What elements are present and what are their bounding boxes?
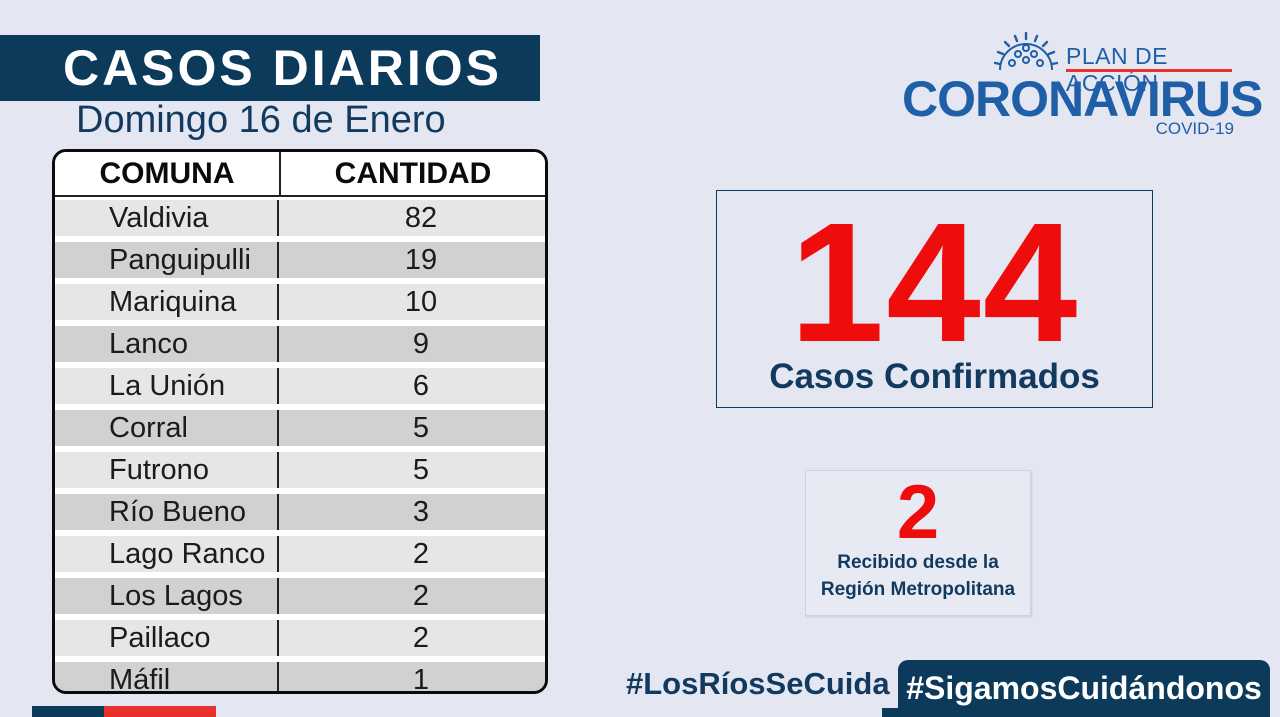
cantidad-cell: 5	[279, 410, 545, 446]
total-cases-box: 144	[716, 190, 1153, 408]
logo-main-text: CORONAVIRUS	[902, 71, 1263, 127]
comuna-cell: Futrono	[55, 452, 279, 488]
comuna-cell: Lanco	[55, 326, 279, 362]
cantidad-cell: 10	[279, 284, 545, 320]
logo-plan-text: PLAN DE ACCIÓN	[1066, 43, 1168, 96]
rm-label-line1: Recibido desde la	[837, 552, 999, 573]
cantidad-cell: 3	[279, 494, 545, 530]
rm-label-line2: Región Metropolitana	[820, 579, 1016, 600]
decorative-stripe	[32, 706, 216, 717]
table-row: Panguipulli 19	[55, 239, 545, 281]
total-cases-label: Casos Confirmados	[769, 357, 1100, 396]
cantidad-cell: 82	[279, 200, 545, 236]
table-row: Corral 5	[55, 407, 545, 449]
column-header-comuna: COMUNA	[55, 152, 281, 195]
table-row: Paillaco 2	[55, 617, 545, 659]
comuna-cell: Los Lagos	[55, 578, 279, 614]
cases-table: COMUNA CANTIDAD Valdivia 82 Panguipulli 19 M…	[52, 149, 548, 694]
hashtag-sigamos: #SigamosCuidándonos	[898, 660, 1270, 717]
comuna-cell: La Unión	[55, 368, 279, 404]
table-row: La Unión 6	[55, 365, 545, 407]
table-row: Río Bueno 3	[55, 491, 545, 533]
column-header-cantidad: CANTIDAD	[334, 156, 492, 190]
cantidad-cell: 2	[279, 620, 545, 656]
logo-underline	[1066, 69, 1232, 72]
table-row: Lanco 9	[55, 323, 545, 365]
comuna-cell: Valdivia	[55, 200, 279, 236]
table-row: Los Lagos 2	[55, 575, 545, 617]
table-row: Futrono 5	[55, 449, 545, 491]
cantidad-cell: 2	[279, 578, 545, 614]
table-header: COMUNA CANTIDAD	[55, 152, 545, 197]
logo-covid-text: COVID-19	[1155, 119, 1234, 138]
cantidad-cell: 2	[279, 536, 545, 572]
date-subtitle: Domingo 16 de Enero	[76, 99, 446, 141]
comuna-cell: Río Bueno	[55, 494, 279, 530]
page-title: CASOS DIARIOS	[62, 40, 503, 96]
rm-cases-box: 2 Recibido desde la Región Metropolitana	[805, 470, 1031, 616]
hashtag-tab-tail	[882, 708, 912, 717]
comuna-cell: Lago Ranco	[55, 536, 279, 572]
rm-cases-number: 2	[896, 470, 940, 555]
cantidad-cell: 1	[279, 662, 545, 691]
total-cases-number: 144	[789, 188, 1080, 378]
table-row: Lago Ranco 2	[55, 533, 545, 575]
coronavirus-logo: PLAN DE ACCIÓN CORONAVIRUS COVID-19	[900, 32, 1263, 140]
table-body: Valdivia 82 Panguipulli 19 Mariquina 10 Lanco 9…	[55, 197, 545, 691]
comuna-cell: Mariquina	[55, 284, 279, 320]
cantidad-cell: 5	[279, 452, 545, 488]
table-row: Máfil 1	[55, 659, 545, 691]
comuna-cell: Corral	[55, 410, 279, 446]
table-row: Valdivia 82	[55, 197, 545, 239]
rm-cases-label: Recibido desde la Región Metropolitana	[806, 549, 1030, 603]
cantidad-cell: 19	[279, 242, 545, 278]
cantidad-cell: 6	[279, 368, 545, 404]
comuna-cell: Paillaco	[55, 620, 279, 656]
hashtag-los-rios: #LosRíosSeCuida	[626, 666, 890, 701]
comuna-cell: Máfil	[55, 662, 279, 691]
comuna-cell: Panguipulli	[55, 242, 279, 278]
table-row: Mariquina 10	[55, 281, 545, 323]
sun-emblem-icon	[994, 32, 1058, 71]
title-banner: CASOS DIARIOS	[0, 35, 540, 101]
cantidad-cell: 9	[279, 326, 545, 362]
